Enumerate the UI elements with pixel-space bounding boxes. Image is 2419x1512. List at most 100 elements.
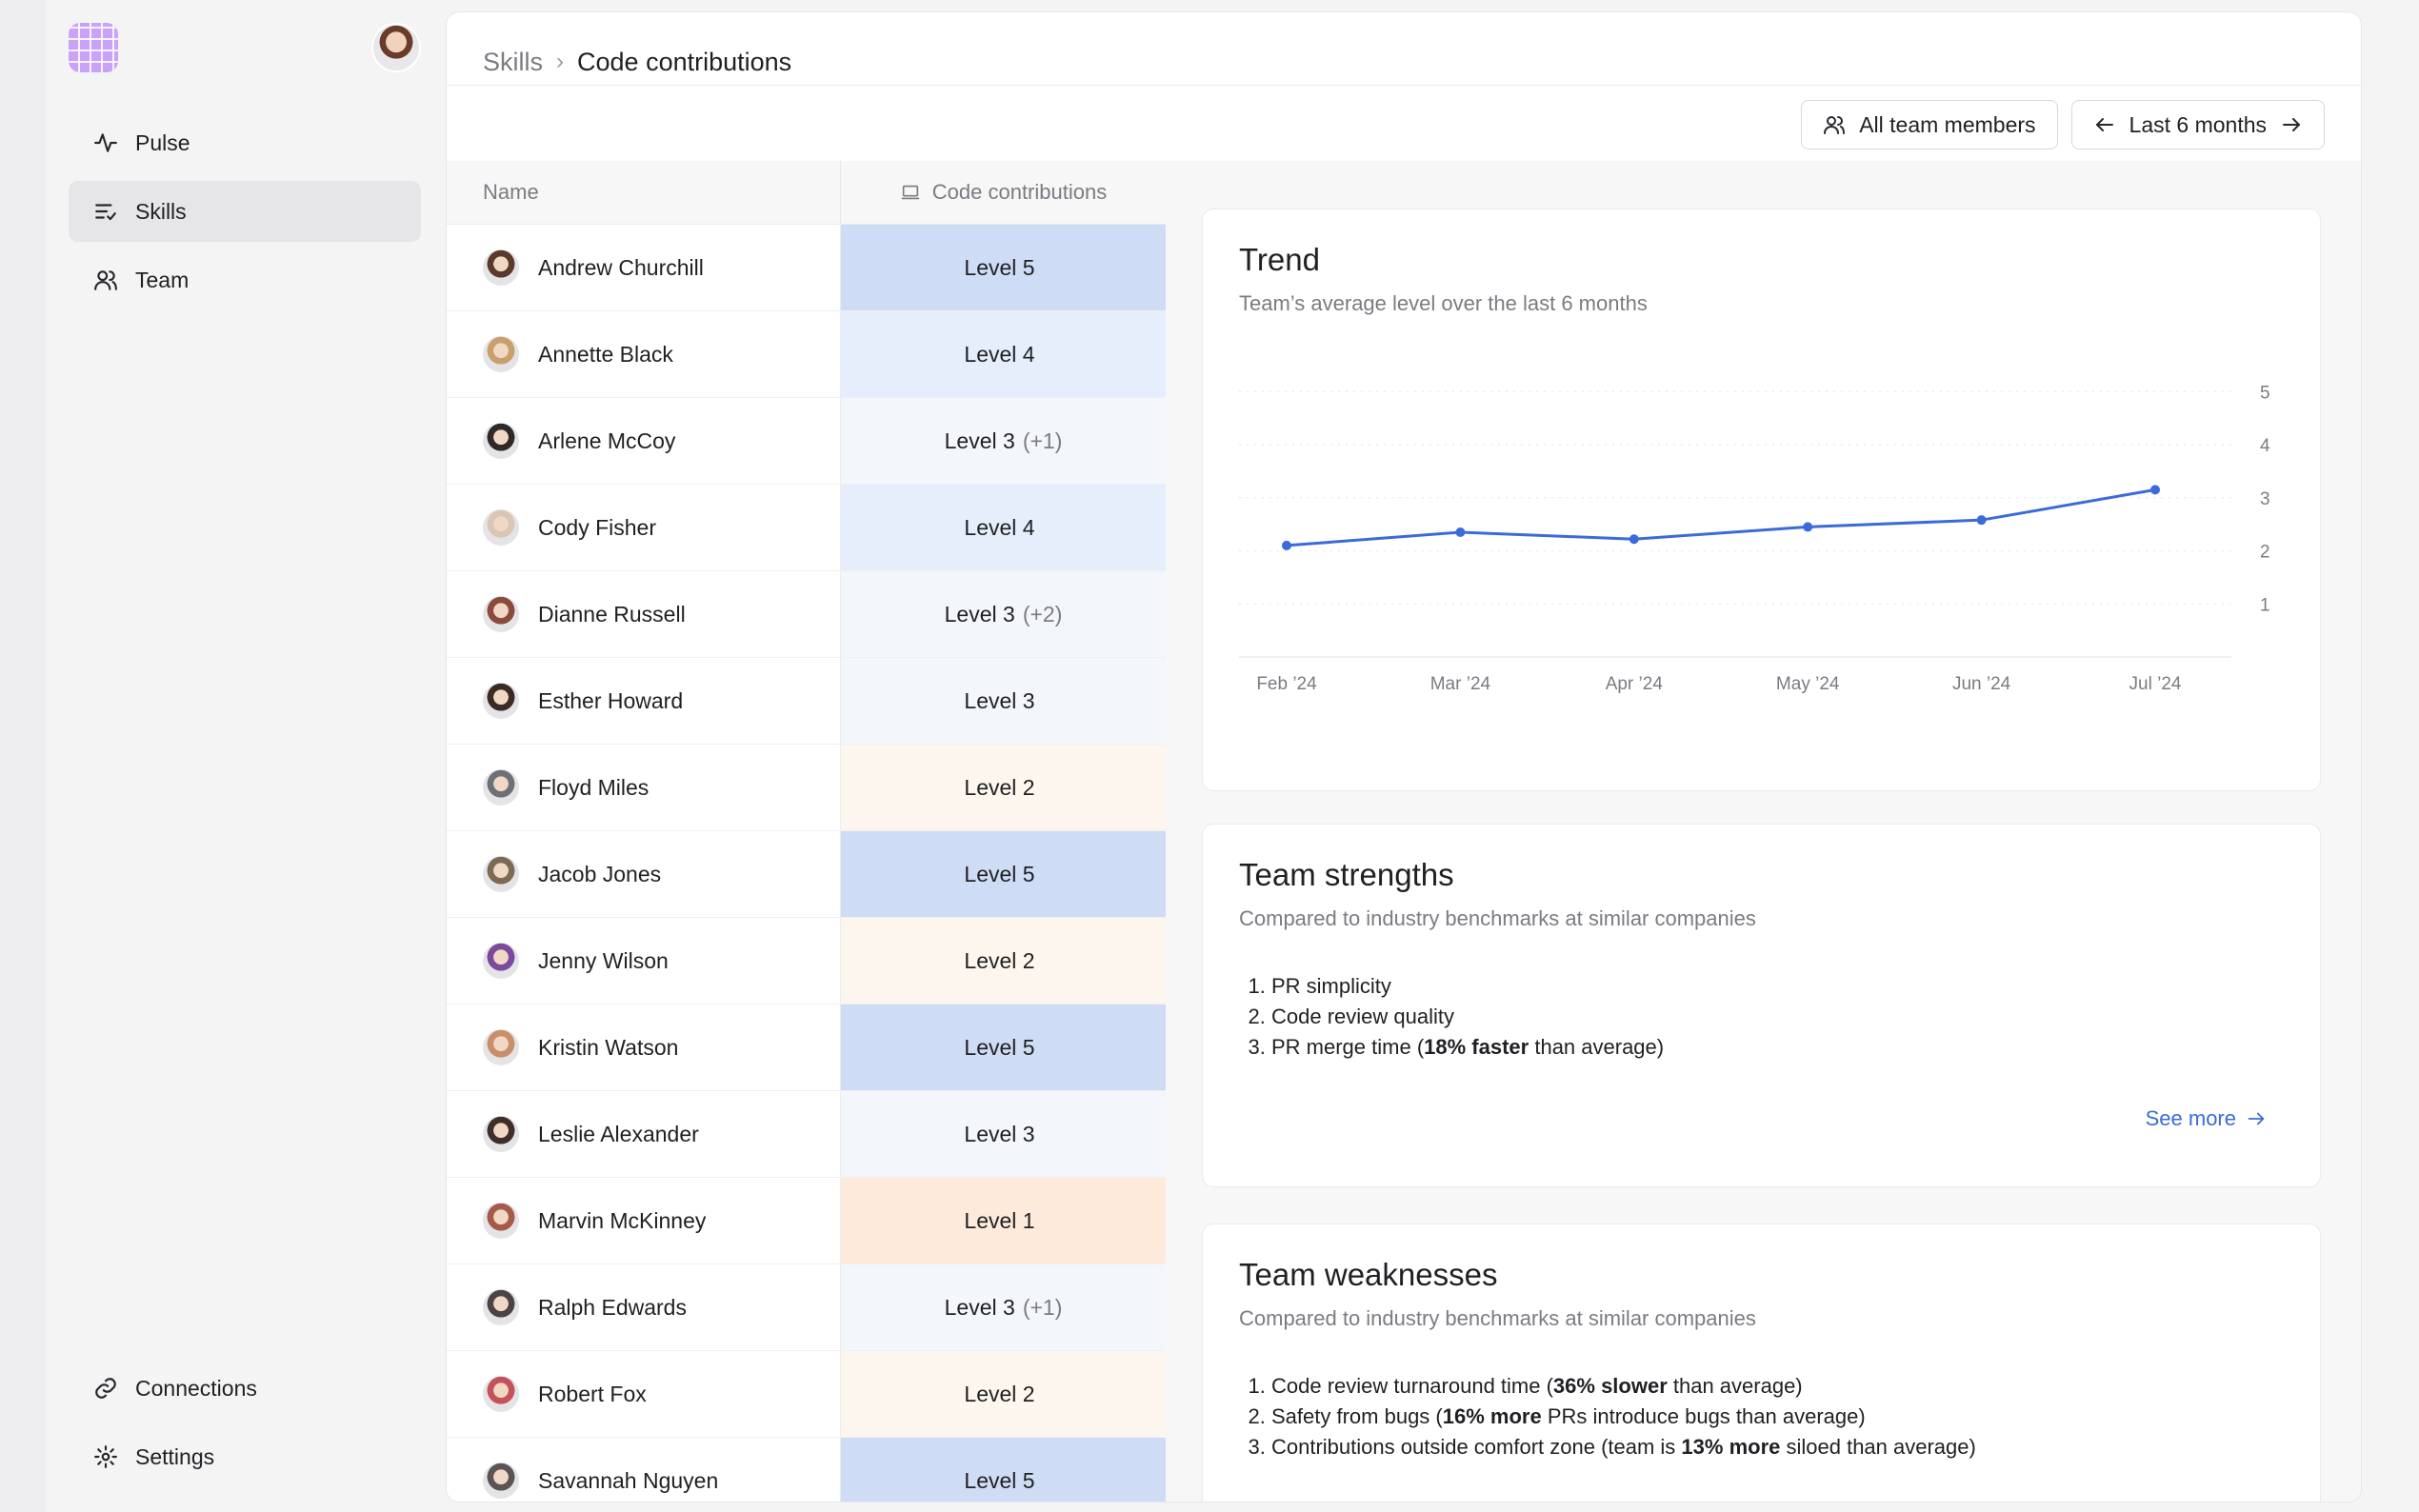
member-name[interactable]: Cody Fisher [538,514,656,540]
main-content: Skills › Code contributions All team mem… [446,11,2362,1502]
cell-level[interactable]: Level 1 [841,1178,1166,1263]
member-name[interactable]: Andrew Churchill [538,254,704,280]
weaknesses-title: Team weaknesses [1239,1257,1498,1292]
cell-level[interactable]: Level 3 (+2) [841,571,1166,657]
column-header-name[interactable]: Name [447,161,841,224]
member-name[interactable]: Leslie Alexander [538,1121,699,1146]
trend-title: Trend [1239,242,1320,277]
member-name[interactable]: Jacob Jones [538,861,662,886]
table-row[interactable]: Floyd Miles Level 2 [447,745,1166,831]
column-header-skill-label: Code contributions [931,180,1108,204]
level-value: Level 4 [964,341,1035,367]
strength-text: PR merge time ( [1271,1035,1425,1059]
member-name[interactable]: Robert Fox [538,1381,647,1406]
table-row[interactable]: Kristin Watson Level 5 [447,1005,1166,1091]
sidebar-item-team[interactable]: Team [69,249,421,310]
list-item: PR simplicity [1271,971,1664,1002]
team-members-filter[interactable]: All team members [1801,100,2058,149]
sidebar-item-label: Skills [135,198,187,224]
cell-level[interactable]: Level 4 [841,311,1166,397]
cell-level[interactable]: Level 2 [841,745,1166,830]
strengths-subtitle: Compared to industry benchmarks at simil… [1239,906,1756,930]
data-point[interactable] [2150,485,2160,495]
weakness-text: than average) [1667,1374,1803,1398]
level-value: Level 3 [944,428,1015,453]
avatar [483,1462,519,1499]
strength-highlight: 18% faster [1424,1035,1529,1059]
arrow-right-icon[interactable] [2280,113,2303,136]
arrow-left-icon[interactable] [2093,113,2116,136]
weakness-text: Contributions outside comfort zone (team… [1271,1435,1682,1459]
user-avatar[interactable] [371,23,421,72]
trend-card: Trend Team’s average level over the last… [1202,209,2321,791]
sidebar-item-skills[interactable]: Skills [69,181,421,242]
table-row[interactable]: Ralph Edwards Level 3 (+1) [447,1264,1166,1351]
avatar [483,769,519,806]
sidebar-item-label: Settings [135,1443,215,1469]
cell-level[interactable]: Level 5 [841,225,1166,310]
cell-level[interactable]: Level 5 [841,1438,1166,1502]
member-name[interactable]: Kristin Watson [538,1034,679,1060]
member-name[interactable]: Marvin McKinney [538,1207,707,1233]
cell-level[interactable]: Level 5 [841,831,1166,917]
level-delta: (+1) [1022,428,1063,453]
cell-name: Kristin Watson [447,1005,841,1090]
level-value: Level 3 [964,1121,1035,1146]
table-header: Name Code contributions [447,161,1166,225]
member-name[interactable]: Floyd Miles [538,774,650,800]
sidebar-item-settings[interactable]: Settings [69,1426,421,1487]
sidebar-item-pulse[interactable]: Pulse [69,112,421,173]
cell-level[interactable]: Level 3 (+1) [841,1264,1166,1350]
table-row[interactable]: Andrew Churchill Level 5 [447,225,1166,311]
data-point[interactable] [1629,534,1639,545]
cell-name: Floyd Miles [447,745,841,830]
cell-level[interactable]: Level 3 [841,1091,1166,1177]
sidebar: Pulse Skills Team Connections Settings [46,0,446,1512]
cell-level[interactable]: Level 2 [841,1351,1166,1437]
sidebar-item-label: Connections [135,1375,257,1401]
cell-level[interactable]: Level 3 [841,658,1166,744]
data-point[interactable] [1803,522,1813,532]
data-point[interactable] [1282,540,1291,550]
sidebar-item-connections[interactable]: Connections [69,1358,421,1419]
table-row[interactable]: Jacob Jones Level 5 [447,831,1166,918]
table-row[interactable]: Cody Fisher Level 4 [447,485,1166,571]
cell-name: Arlene McCoy [447,398,841,484]
table-body: Andrew Churchill Level 5 Annette Black Leve… [447,225,1166,1502]
cell-name: Annette Black [447,311,841,397]
weakness-text: Safety from bugs ( [1271,1404,1443,1428]
member-name[interactable]: Arlene McCoy [538,428,676,453]
table-row[interactable]: Annette Black Level 4 [447,311,1166,398]
table-row[interactable]: Arlene McCoy Level 3 (+1) [447,398,1166,485]
table-row[interactable]: Esther Howard Level 3 [447,658,1166,745]
table-row[interactable]: Leslie Alexander Level 3 [447,1091,1166,1178]
list-item: Code review turnaround time (36% slower … [1271,1371,1976,1402]
member-name[interactable]: Esther Howard [538,687,684,713]
member-name[interactable]: Savannah Nguyen [538,1467,719,1493]
column-header-skill[interactable]: Code contributions [841,161,1166,224]
table-row[interactable]: Savannah Nguyen Level 5 [447,1438,1166,1502]
team-icon [94,270,117,290]
cell-level[interactable]: Level 2 [841,918,1166,1004]
table-row[interactable]: Jenny Wilson Level 2 [447,918,1166,1005]
breadcrumb-root[interactable]: Skills [483,47,544,76]
table-row[interactable]: Robert Fox Level 2 [447,1351,1166,1438]
sidebar-nav-top: Pulse Skills Team [69,112,421,318]
team-icon [1824,116,1846,134]
data-point[interactable] [1455,527,1466,537]
member-name[interactable]: Dianne Russell [538,601,686,627]
cell-level[interactable]: Level 3 (+1) [841,398,1166,484]
app-logo[interactable] [69,23,118,72]
y-tick-label: 4 [2260,436,2270,456]
cell-level[interactable]: Level 4 [841,485,1166,570]
strength-text: PR simplicity [1271,974,1391,998]
member-name[interactable]: Ralph Edwards [538,1294,687,1320]
table-row[interactable]: Marvin McKinney Level 1 [447,1178,1166,1264]
member-name[interactable]: Jenny Wilson [538,947,669,973]
member-name[interactable]: Annette Black [538,341,673,367]
data-point[interactable] [1976,515,1987,526]
see-more-link[interactable]: See more [2146,1106,2267,1131]
cell-level[interactable]: Level 5 [841,1005,1166,1090]
table-row[interactable]: Dianne Russell Level 3 (+2) [447,571,1166,658]
period-filter[interactable]: Last 6 months [2070,100,2325,149]
